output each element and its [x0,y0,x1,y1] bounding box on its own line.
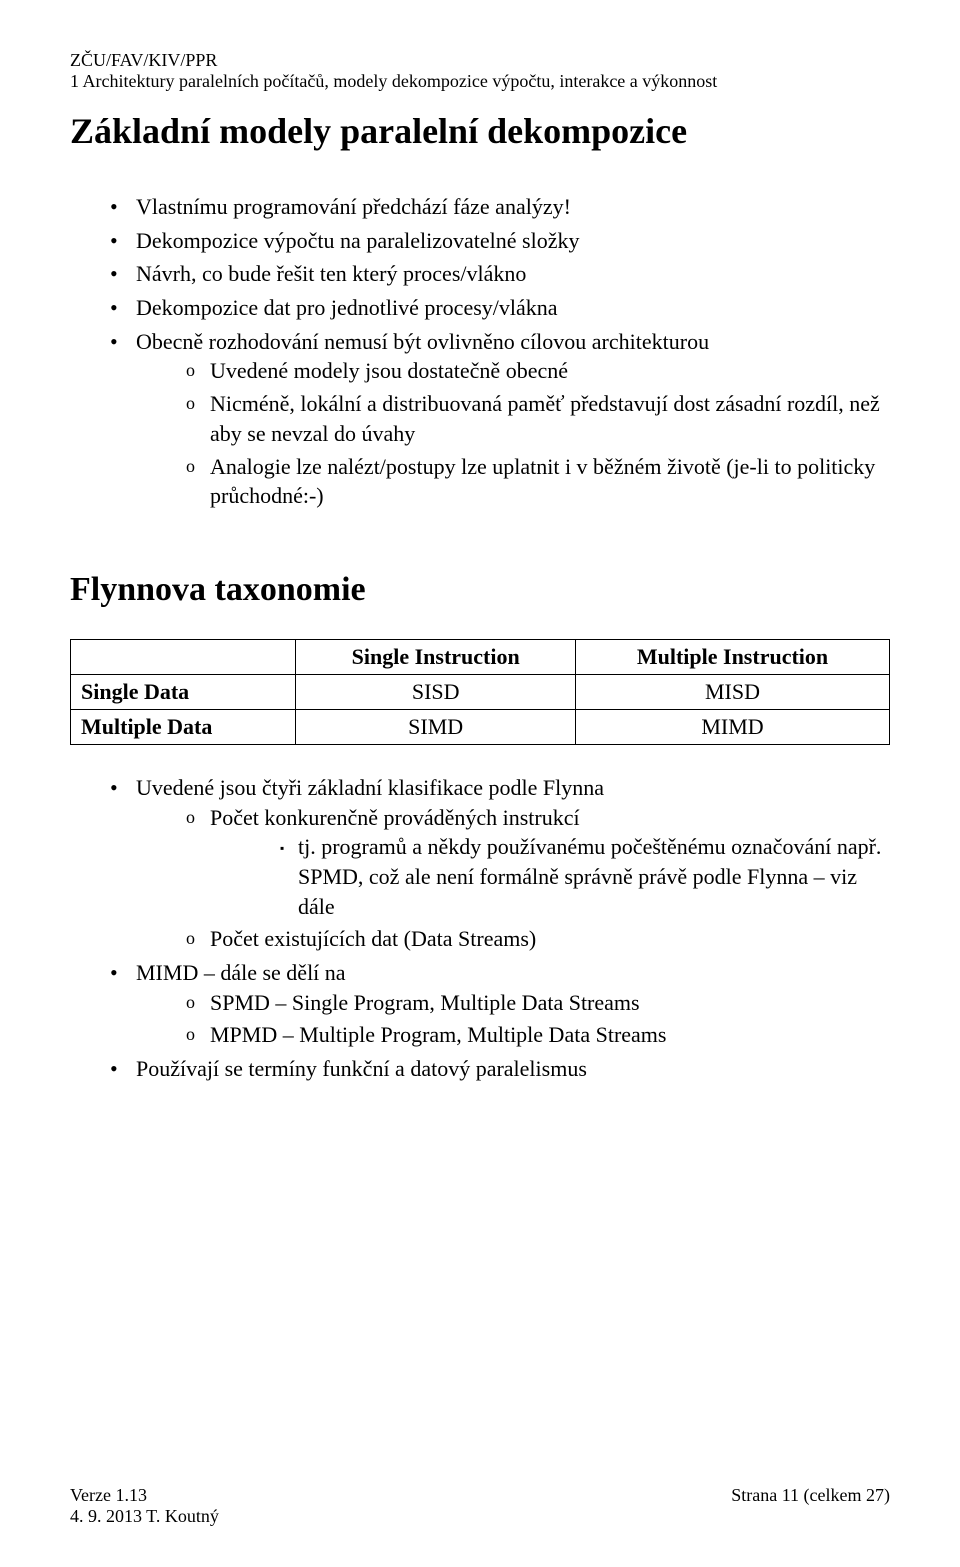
list-item: Analogie lze nalézt/postupy lze uplatnit… [186,452,890,511]
list-item-text: MIMD – dále se dělí na [136,960,346,985]
list-item: MIMD – dále se dělí na SPMD – Single Pro… [110,958,890,1050]
list-decomposition: Vlastnímu programování předchází fáze an… [70,192,890,511]
list-item: tj. programů a někdy používanému počeště… [280,832,890,921]
table-row-header: Single Data [71,674,296,709]
list-item: Uvedené modely jsou dostatečně obecné [186,356,890,386]
table-cell: SISD [296,674,576,709]
flynn-taxonomy-table: Single Instruction Multiple Instruction … [70,639,890,745]
table-col-header: Multiple Instruction [576,639,890,674]
header-course-code: ZČU/FAV/KIV/PPR [70,50,890,71]
list-item: Obecně rozhodování nemusí být ovlivněno … [110,327,890,511]
list-item: MPMD – Multiple Program, Multiple Data S… [186,1020,890,1050]
table-cell: SIMD [296,709,576,744]
page-footer: Verze 1.13 4. 9. 2013 T. Koutný Strana 1… [70,1485,890,1527]
list-item: Počet existujících dat (Data Streams) [186,924,890,954]
table-row-header: Multiple Data [71,709,296,744]
sublist: Uvedené modely jsou dostatečně obecné Ni… [136,356,890,510]
sublist: SPMD – Single Program, Multiple Data Str… [136,988,890,1050]
table-col-header: Single Instruction [296,639,576,674]
table-cell: MIMD [576,709,890,744]
table-cell: MISD [576,674,890,709]
list-item: Vlastnímu programování předchází fáze an… [110,192,890,222]
list-item: Dekompozice dat pro jednotlivé procesy/v… [110,293,890,323]
sublist: Počet konkurenčně prováděných instrukcí … [136,803,890,954]
list-item: Uvedené jsou čtyři základní klasifikace … [110,773,890,954]
footer-date-author: 4. 9. 2013 T. Koutný [70,1506,219,1527]
subsublist: tj. programů a někdy používanému počeště… [210,832,890,921]
footer-page-number: Strana 11 (celkem 27) [731,1485,890,1527]
list-item: Dekompozice výpočtu na paralelizovatelné… [110,226,890,256]
list-item-text: Uvedené jsou čtyři základní klasifikace … [136,775,604,800]
list-item: SPMD – Single Program, Multiple Data Str… [186,988,890,1018]
section-title-1: Základní modely paralelní dekompozice [70,110,890,152]
list-item-text: Počet konkurenčně prováděných instrukcí [210,805,580,830]
list-item-text: Obecně rozhodování nemusí být ovlivněno … [136,329,709,354]
header-chapter-title: 1 Architektury paralelních počítačů, mod… [70,71,890,92]
section-title-2: Flynnova taxonomie [70,571,890,609]
list-flynn-notes: Uvedené jsou čtyři základní klasifikace … [70,773,890,1084]
list-item: Používají se termíny funkční a datový pa… [110,1054,890,1084]
footer-version: Verze 1.13 [70,1485,219,1506]
list-item: Návrh, co bude řešit ten který proces/vl… [110,259,890,289]
list-item: Počet konkurenčně prováděných instrukcí … [186,803,890,922]
table-blank-cell [71,639,296,674]
list-item: Nicméně, lokální a distribuovaná paměť p… [186,389,890,448]
